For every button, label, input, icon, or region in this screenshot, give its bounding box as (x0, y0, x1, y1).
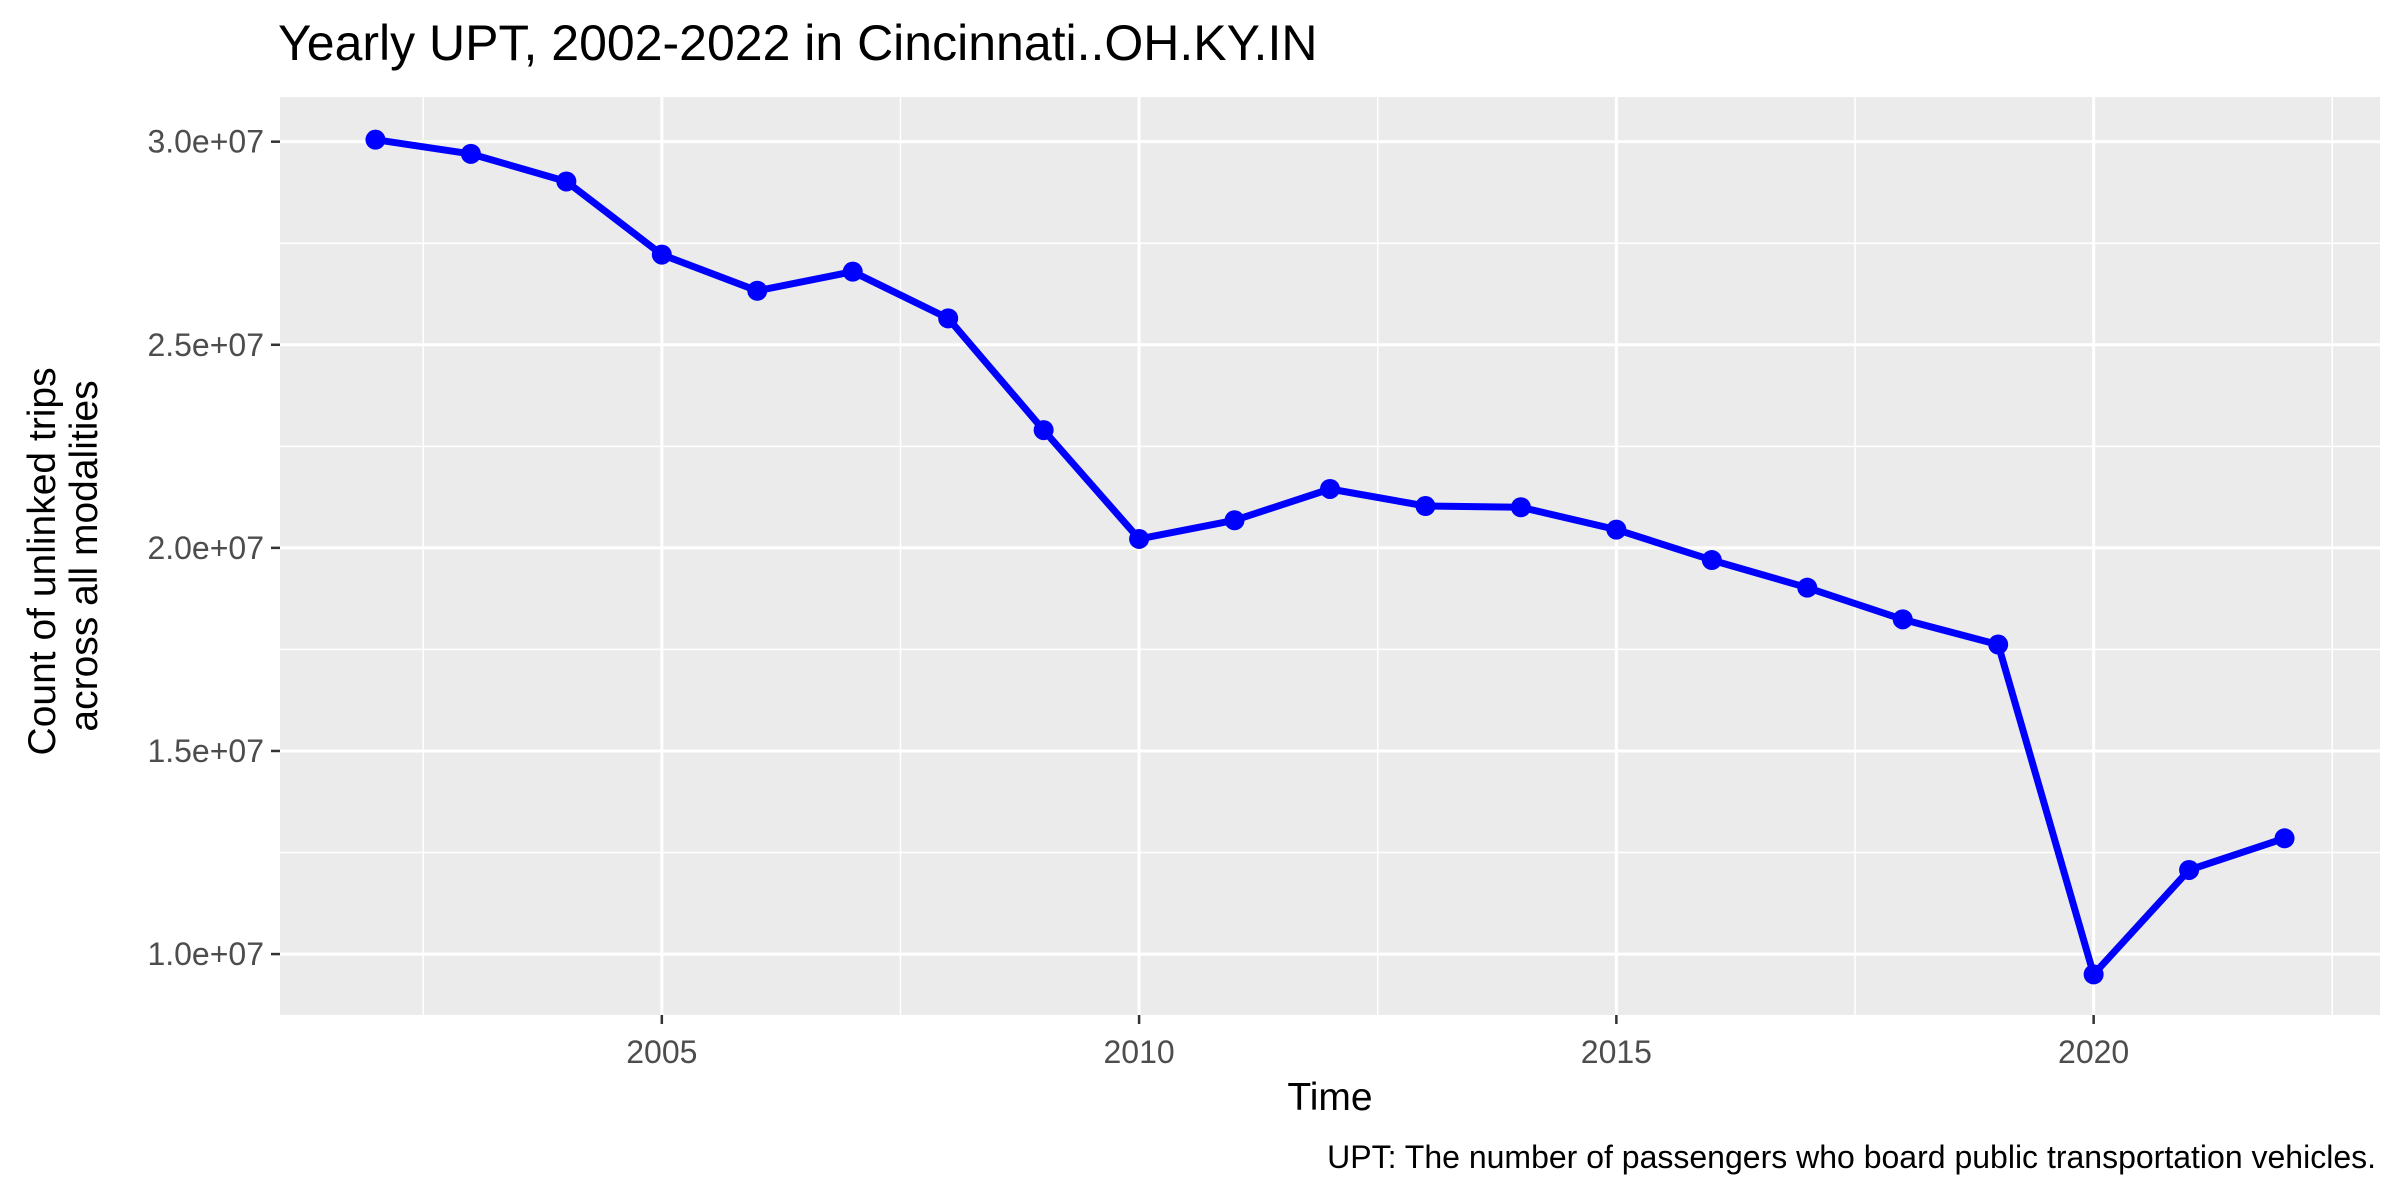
data-point (747, 280, 768, 301)
x-tick-label: 2010 (1103, 1034, 1174, 1070)
x-axis-title: Time (1287, 1076, 1372, 1119)
data-point (1033, 420, 1054, 441)
y-axis: 1.0e+07 1.5e+07 2.0e+07 2.5e+07 3.0e+07 (147, 124, 280, 972)
data-point (365, 129, 386, 150)
data-point (842, 261, 863, 282)
data-point (1510, 497, 1531, 518)
grid-major (280, 97, 2380, 1015)
x-tick-label: 2005 (626, 1034, 697, 1070)
data-point (1224, 510, 1245, 531)
y-axis-title-line-2: across all modalities (63, 380, 106, 731)
data-point (1797, 577, 1818, 598)
y-tick-label: 2.5e+07 (147, 327, 264, 363)
data-point (1129, 528, 1150, 549)
data-point (1606, 519, 1627, 540)
data-point (2274, 828, 2295, 849)
y-tick-label: 3.0e+07 (147, 124, 264, 160)
data-point (651, 244, 672, 265)
data-point (1892, 609, 1913, 630)
data-point (556, 171, 577, 192)
grid-minor (280, 97, 2380, 1015)
x-axis: 2005 2010 2015 2020 (626, 1015, 2129, 1070)
data-point (1415, 496, 1436, 517)
chart-title: Yearly UPT, 2002-2022 in Cincinnati..OH.… (278, 15, 1317, 71)
plot-panel (280, 97, 2380, 1015)
y-tick-label: 1.0e+07 (147, 936, 264, 972)
x-tick-label: 2015 (1581, 1034, 1652, 1070)
data-point (2179, 859, 2200, 880)
y-tick-label: 2.0e+07 (147, 530, 264, 566)
x-tick-label: 2020 (2058, 1034, 2129, 1070)
y-axis-title: Count of unlinked trips across all modal… (21, 357, 106, 756)
data-point (1988, 634, 2009, 655)
data-point (1320, 478, 1340, 499)
data-point (460, 143, 481, 164)
data-point (2083, 964, 2104, 985)
data-point (938, 308, 959, 329)
y-tick-label: 1.5e+07 (147, 733, 264, 769)
y-axis-title-line-1: Count of unlinked trips (21, 367, 64, 755)
data-point (1701, 550, 1722, 571)
caption: UPT: The number of passengers who board … (1327, 1139, 2376, 1175)
data-points (365, 129, 2295, 985)
